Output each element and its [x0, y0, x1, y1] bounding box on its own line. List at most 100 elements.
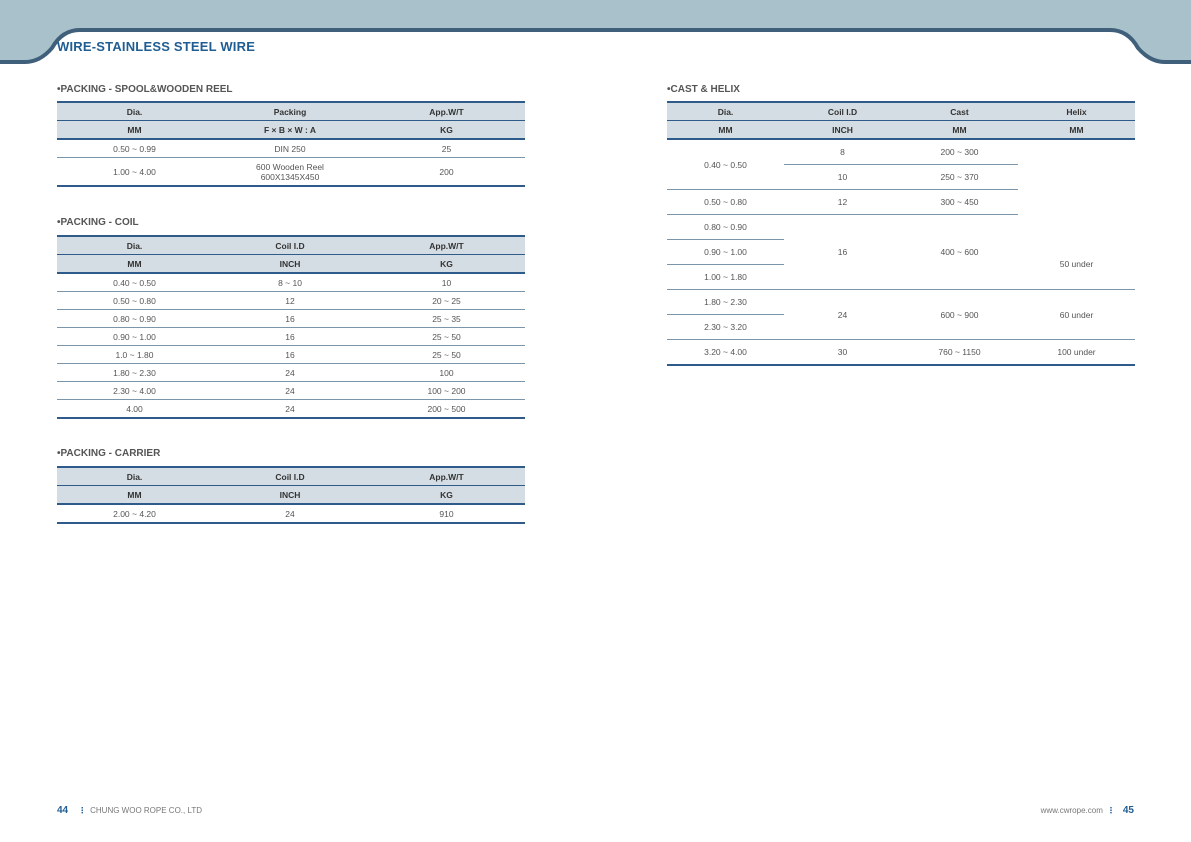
table-cell: 0.50 ~ 0.99	[57, 139, 212, 158]
table-cell: 100	[368, 363, 525, 382]
unit-header: KG	[368, 485, 525, 505]
spool-table: Dia. Packing App.W/T MM F × B × W : A KG…	[57, 101, 525, 187]
table-cell: 24	[784, 289, 901, 340]
unit-header: MM	[57, 254, 212, 274]
table-cell: 200 ~ 500	[368, 399, 525, 419]
table-row: 1.00 ~ 1.80	[667, 264, 1135, 290]
column-header: Packing	[212, 101, 368, 121]
table-cell: 400 ~ 600	[901, 214, 1018, 290]
column-header: Dia.	[667, 101, 784, 121]
table-cell: 1.0 ~ 1.80	[57, 345, 212, 364]
unit-header: F × B × W : A	[212, 120, 368, 140]
unit-header: MM	[57, 120, 212, 140]
table-cell: 10	[784, 164, 901, 190]
table-cell: 0.90 ~ 1.00	[57, 327, 212, 346]
column-header: App.W/T	[368, 101, 525, 121]
table-cell: 8 ~ 10	[212, 273, 368, 292]
table-cell: 0.40 ~ 0.50	[57, 273, 212, 292]
carrier-table: Dia. Coil I.D App.W/T MM INCH KG 2.00 ~ …	[57, 466, 525, 524]
unit-header: INCH	[212, 254, 368, 274]
table-cell: 0.90 ~ 1.00	[667, 239, 784, 265]
table-cell: 24	[212, 504, 368, 524]
table-cell: 25 ~ 35	[368, 309, 525, 328]
table-row: 2.00 ~ 4.20 24 910	[57, 504, 525, 524]
column-header: App.W/T	[368, 235, 525, 255]
footer-right: www.cwrope.com ⋮ 45	[1041, 805, 1134, 816]
coil-table: Dia. Coil I.D App.W/T MM INCH KG 0.40 ~ …	[57, 235, 525, 419]
table-cell: 100 ~ 200	[368, 381, 525, 400]
table-cell: 1.80 ~ 2.30	[57, 363, 212, 382]
table-row: 0.40 ~ 0.50 8 200 ~ 300	[667, 139, 1135, 190]
table-cell: 760 ~ 1150	[901, 339, 1018, 366]
table-cell: 2.30 ~ 3.20	[667, 314, 784, 340]
table-row: 0.50 ~ 0.80 12 20 ~ 25	[57, 291, 525, 310]
table-cell: 25 ~ 50	[368, 345, 525, 364]
table-cell: 0.40 ~ 0.50	[667, 139, 784, 190]
table-row: 1.80 ~ 2.30 24 100	[57, 363, 525, 382]
table-row: 1.80 ~ 2.30 24 600 ~ 900 60 under	[667, 289, 1135, 340]
table-row: 3.20 ~ 4.00 30 760 ~ 1150 100 under	[667, 339, 1135, 366]
table-cell: 24	[212, 399, 368, 419]
table-cell: 250 ~ 370	[901, 164, 1018, 190]
unit-header: KG	[368, 254, 525, 274]
table-cell: 16	[784, 214, 901, 290]
table-cell: 12	[212, 291, 368, 310]
unit-header: MM	[57, 485, 212, 505]
footer-separator: ⋮	[78, 806, 87, 815]
table-cell: 25 ~ 50	[368, 327, 525, 346]
page-number-left: 44	[57, 805, 69, 816]
header-band	[0, 0, 1191, 70]
section-title-carrier: •PACKING - CARRIER	[57, 448, 161, 459]
table-row: 2.30 ~ 3.20	[667, 314, 1135, 340]
unit-header: INCH	[212, 485, 368, 505]
section-title-cast-helix: •CAST & HELIX	[667, 84, 740, 95]
table-cell: 12	[784, 189, 901, 215]
company-name: CHUNG WOO ROPE CO., LTD	[90, 806, 202, 815]
column-header: Coil I.D	[784, 101, 901, 121]
table-row: 4.00 24 200 ~ 500	[57, 399, 525, 419]
page-number-right: 45	[1122, 805, 1134, 816]
packing-line: 600 Wooden Reel	[256, 161, 324, 172]
table-cell: 16	[212, 327, 368, 346]
footer-left: 44 ⋮ CHUNG WOO ROPE CO., LTD	[57, 805, 202, 816]
unit-header: MM	[1018, 120, 1135, 140]
table-cell: 8	[784, 139, 901, 165]
table-row: 1.00 ~ 4.00 600 Wooden Reel 600X1345X450…	[57, 157, 525, 187]
table-cell: 600 Wooden Reel 600X1345X450	[212, 157, 368, 187]
column-header: App.W/T	[368, 466, 525, 486]
column-header: Helix	[1018, 101, 1135, 121]
table-row: 0.40 ~ 0.50 8 ~ 10 10	[57, 273, 525, 292]
table-cell: 24	[212, 363, 368, 382]
table-cell: 20 ~ 25	[368, 291, 525, 310]
table-cell: 1.80 ~ 2.30	[667, 289, 784, 315]
unit-header: INCH	[784, 120, 901, 140]
table-cell: 0.80 ~ 0.90	[667, 214, 784, 240]
table-cell: 4.00	[57, 399, 212, 419]
column-header: Coil I.D	[212, 466, 368, 486]
table-cell: 910	[368, 504, 525, 524]
table-cell: 1.00 ~ 1.80	[667, 264, 784, 290]
column-header: Coil I.D	[212, 235, 368, 255]
table-cell: 0.80 ~ 0.90	[57, 309, 212, 328]
cast-helix-table: Dia. Coil I.D Cast Helix MM INCH MM MM 0…	[667, 101, 1135, 366]
page-title: WIRE-STAINLESS STEEL WIRE	[57, 39, 256, 54]
unit-header: KG	[368, 120, 525, 140]
table-row: 0.90 ~ 1.00 16 25 ~ 50	[57, 327, 525, 346]
table-cell: 25	[368, 139, 525, 158]
unit-header: MM	[901, 120, 1018, 140]
website-url: www.cwrope.com	[1040, 806, 1103, 815]
table-cell: 1.00 ~ 4.00	[57, 157, 212, 187]
table-cell: 200	[368, 157, 525, 187]
table-cell: DIN 250	[212, 139, 368, 158]
table-cell: 600 ~ 900	[901, 289, 1018, 340]
table-row: 1.0 ~ 1.80 16 25 ~ 50	[57, 345, 525, 364]
table-cell: 2.00 ~ 4.20	[57, 504, 212, 524]
table-row: 0.50 ~ 0.80 12 300 ~ 450	[667, 189, 1135, 215]
table-cell: 200 ~ 300	[901, 139, 1018, 165]
section-title-coil: •PACKING - COIL	[57, 217, 139, 228]
section-title-spool: •PACKING - SPOOL&WOODEN REEL	[57, 84, 233, 95]
table-cell: 0.50 ~ 0.80	[667, 189, 784, 215]
column-header: Dia.	[57, 101, 212, 121]
table-cell: 30	[784, 339, 901, 366]
column-header: Dia.	[57, 235, 212, 255]
